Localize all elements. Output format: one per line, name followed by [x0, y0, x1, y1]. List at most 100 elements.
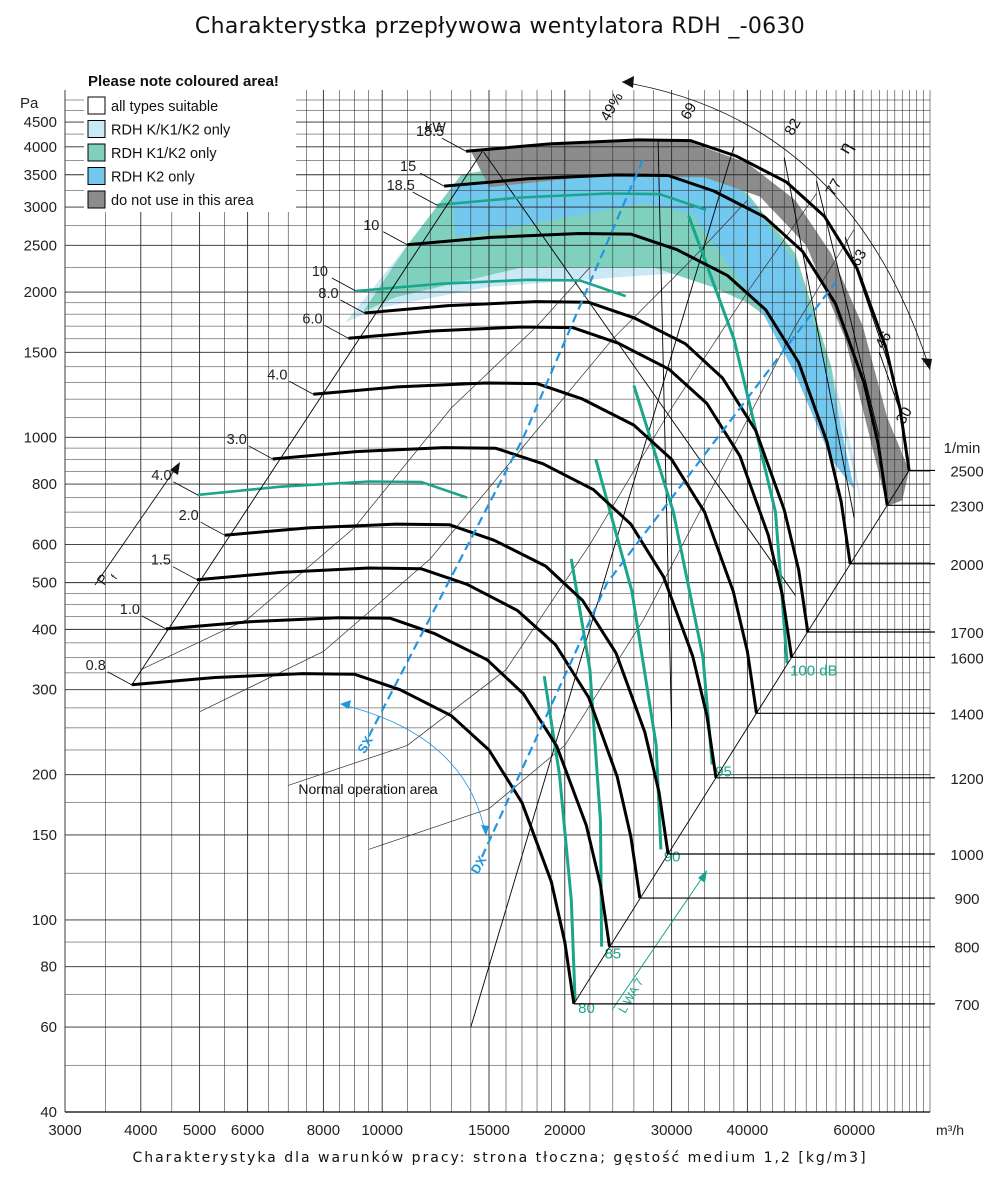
y-axis-label: Pa — [20, 95, 39, 112]
area-k2 — [451, 147, 855, 490]
x-tick-label: 5000 — [183, 1122, 216, 1139]
sound-curve — [632, 385, 714, 765]
speed-curve — [443, 173, 889, 506]
legend-swatch — [87, 143, 106, 162]
speed-curve — [196, 566, 642, 899]
annotation-arrow — [342, 704, 486, 833]
speed-curve — [313, 381, 758, 714]
speed-curve — [364, 300, 810, 633]
power-label: 6.0 — [302, 311, 322, 327]
y-tick-label: 600 — [32, 536, 57, 553]
page-title: Charakterystka przepływowa wentylatora R… — [194, 14, 806, 39]
y-tick-label: 1000 — [24, 429, 57, 446]
speed-curve — [348, 325, 794, 658]
speed-curve — [407, 232, 852, 565]
speed-label: 2000 — [950, 557, 983, 574]
y-tick-label: 3500 — [24, 167, 57, 184]
power-leader — [248, 445, 273, 460]
sound-axis-arrow-head — [698, 870, 707, 883]
power-leader — [173, 481, 198, 496]
power-leader — [324, 324, 349, 339]
area-do-not-use — [470, 140, 910, 507]
legend-swatch — [87, 120, 106, 138]
power-label: 1.0 — [120, 602, 140, 618]
axis-labels: 3000 4000 5000 6000 8000 10000 15000 20000 30000… — [20, 95, 964, 1139]
speed-label: 2300 — [950, 498, 983, 515]
x-tick-label: 4000 — [124, 1122, 157, 1139]
x-axis-label: m³/h — [936, 1122, 964, 1138]
legend-label: RDH K1/K2 only — [111, 146, 217, 162]
power-leader — [289, 380, 314, 395]
x-tick-label: 8000 — [307, 1122, 340, 1139]
frame-diagonal-right — [573, 470, 910, 1005]
sound-curve — [569, 558, 604, 947]
y-tick-label: 3000 — [24, 199, 57, 216]
y-tick-label: 300 — [32, 682, 57, 699]
power-leader — [141, 615, 167, 630]
speed-curve — [272, 446, 718, 779]
efficiency-curve — [368, 229, 855, 850]
annotation-normal-operation: Normal operation area — [298, 781, 438, 797]
power-label: 0.8 — [86, 658, 106, 674]
annotation-arrow-head-end — [481, 825, 489, 836]
y-tick-label: 60 — [40, 1019, 57, 1036]
speed-curve — [131, 672, 576, 1005]
legend-box — [84, 72, 296, 212]
y-tick-label: 2000 — [24, 284, 57, 301]
x-tick-label: 20000 — [544, 1122, 586, 1139]
pressure-arrow — [94, 464, 179, 586]
power-leader — [383, 231, 408, 246]
operation-line — [367, 157, 645, 738]
x-tick-label: 6000 — [231, 1122, 264, 1139]
efficiency-ray — [483, 151, 796, 596]
efficiency-arrow-head-start — [622, 76, 634, 88]
x-tick-label: 3000 — [48, 1122, 81, 1139]
power-unit: kW — [425, 120, 446, 136]
efficiency-curve — [140, 267, 591, 671]
speed-curves: 700 0.8 800 1.0 900 1.5 1000 2.0 1200 3.0 1400 4.0 1… — [86, 120, 984, 1014]
speed-label: 1700 — [950, 625, 983, 642]
y-tick-label: 150 — [32, 827, 57, 844]
power-label: 2.0 — [179, 508, 199, 524]
efficiency-arrow — [621, 81, 931, 371]
y-tick-label: 4500 — [24, 114, 57, 131]
efficiency-label: 49% — [597, 90, 627, 125]
coloured-areas — [345, 140, 910, 513]
sound-label: 95 — [715, 763, 732, 780]
legend-swatch — [87, 167, 106, 185]
power-leader — [172, 566, 198, 581]
annotation-arrow-head-start — [340, 700, 351, 709]
power-curve — [355, 278, 627, 298]
efficiency-ray — [657, 141, 673, 728]
speed-axis-label: 1/min — [944, 440, 981, 457]
legend-swatch — [87, 96, 106, 115]
sound-curve — [542, 675, 577, 1001]
x-tick-label: 30000 — [651, 1122, 693, 1139]
efficiency-curve — [199, 199, 748, 713]
y-tick-label: 2500 — [24, 237, 57, 254]
x-tick-label: 60000 — [833, 1122, 875, 1139]
speed-label: 1600 — [950, 650, 983, 667]
power-label: 10 — [312, 264, 328, 280]
power-leader — [441, 137, 467, 152]
legend-heading: Please note coloured area! — [88, 73, 279, 90]
speed-label: 900 — [954, 891, 979, 908]
sound-label: 80 — [578, 1000, 595, 1017]
power-label: 3.0 — [227, 432, 247, 448]
operation-line — [480, 281, 837, 858]
speed-curve — [465, 138, 911, 471]
power-label: 10 — [363, 218, 379, 234]
annotations: Normal operation area — [298, 700, 489, 836]
sound-label: 100 dB — [790, 662, 838, 679]
efficiency-label: 30 — [893, 404, 916, 427]
speed-label: 700 — [954, 997, 979, 1014]
power-label: 4.0 — [267, 367, 287, 383]
frame-diagonal-left — [131, 149, 485, 686]
power-leader — [200, 521, 225, 536]
power-label: 18.5 — [416, 124, 444, 140]
y-tick-label: 100 — [32, 912, 57, 929]
speed-label: 1200 — [950, 771, 983, 788]
power-leader — [340, 299, 365, 314]
power-leader — [107, 671, 132, 686]
